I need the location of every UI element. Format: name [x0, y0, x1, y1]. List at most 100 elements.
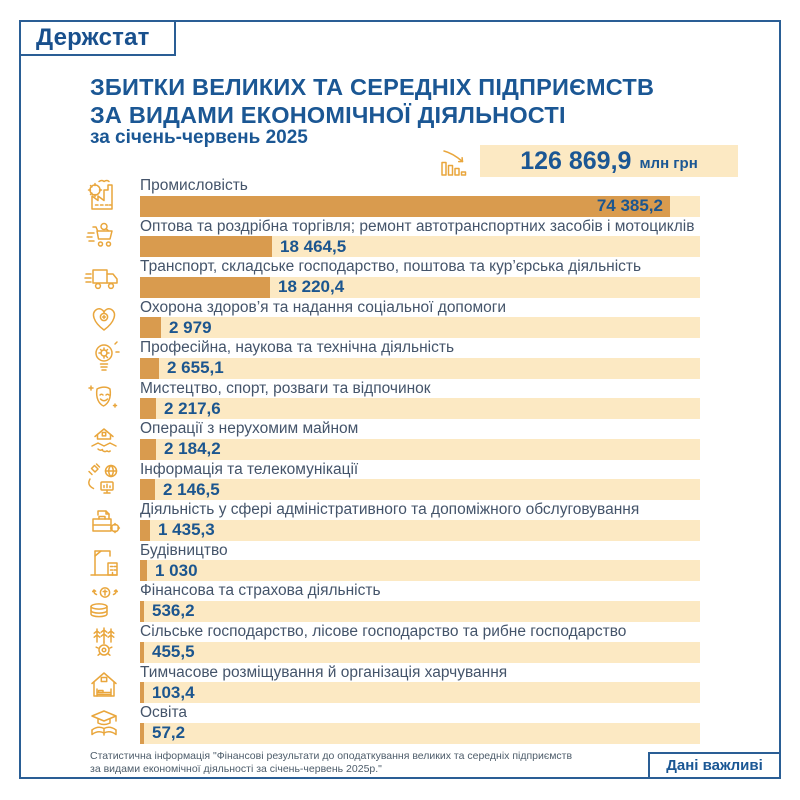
- bar-fill: [140, 438, 156, 460]
- page-title: ЗБИТКИ ВЕЛИКИХ ТА СЕРЕДНІХ ПІДПРИЄМСТВ З…: [90, 73, 654, 129]
- bar-track: 18 220,4: [140, 276, 700, 298]
- bar-chart: Промисловість 74 385,2 Оптова та роздрібна…: [84, 176, 700, 744]
- accommodation-icon: [84, 663, 124, 703]
- bar-value: 18 464,5: [280, 236, 347, 256]
- real-estate-icon: [84, 420, 124, 460]
- bar-value: 2 979: [169, 317, 212, 337]
- source-line-1: Статистична інформація "Фінансові резуль…: [90, 750, 573, 762]
- bar-value: 1 030: [155, 560, 198, 580]
- category-label: Інформація та телекомунікації: [140, 460, 359, 478]
- bar-value: 103,4: [152, 682, 195, 702]
- category-label: Мистецтво, спорт, розваги та відпочинок: [140, 379, 431, 397]
- bar-value: 2 217,6: [164, 398, 221, 418]
- category-label: Тимчасове розміщування й організація хар…: [140, 663, 508, 681]
- bar-fill: [140, 682, 144, 704]
- chart-row: Будівництво 1 030: [84, 541, 700, 582]
- bar-value: 2 655,1: [167, 358, 224, 378]
- bar-value: 536,2: [152, 601, 195, 621]
- bar-fill: [140, 519, 150, 541]
- bar-track: 74 385,2: [140, 195, 700, 217]
- bar-value: 2 146,5: [163, 479, 220, 499]
- category-label: Транспорт, складське господарство, пошто…: [140, 258, 642, 276]
- bar-track: 2 979: [140, 317, 700, 339]
- bar-fill: [140, 276, 270, 298]
- total-loss-value: 126 869,9: [520, 146, 632, 175]
- arts-icon: [84, 379, 124, 419]
- education-icon: [84, 703, 124, 743]
- declining-bar-chart-icon: [436, 145, 474, 178]
- title-line-1: ЗБИТКИ ВЕЛИКИХ ТА СЕРЕДНІХ ПІДПРИЄМСТВ: [90, 74, 655, 100]
- bar-track: 2 655,1: [140, 357, 700, 379]
- chart-row: Фінансова та страхова діяльність 536,2: [84, 581, 700, 622]
- category-label: Промисловість: [140, 177, 248, 194]
- chart-row: Промисловість 74 385,2: [84, 176, 700, 217]
- category-label: Діяльність у сфері адміністративного та …: [140, 501, 640, 519]
- it-telecom-icon: [84, 460, 124, 500]
- total-loss-badge: 126 869,9 млн грн: [480, 145, 738, 177]
- chart-row: Транспорт, складське господарство, пошто…: [84, 257, 700, 298]
- bar-value: 455,5: [152, 642, 195, 662]
- derzhstat-logo: Держстат: [19, 20, 176, 56]
- bar-fill: [140, 722, 144, 744]
- bar-track: 2 146,5: [140, 479, 700, 501]
- bar-fill: [140, 236, 272, 258]
- chart-row: Сільське господарство, лісове господарст…: [84, 622, 700, 663]
- chart-row: Професійна, наукова та технічна діяльніс…: [84, 338, 700, 379]
- bar-fill: [140, 357, 159, 379]
- data-matters-badge: Дані важливі: [648, 752, 781, 779]
- finance-icon: [84, 582, 124, 622]
- chart-row: Тимчасове розміщування й організація хар…: [84, 663, 700, 704]
- source-line-2: за видами економічної діяльності за січе…: [90, 763, 382, 775]
- chart-row: Операції з нерухомим майном 2 184,2: [84, 419, 700, 460]
- bar-value: 2 184,2: [164, 439, 221, 459]
- category-label: Оптова та роздрібна торгівля; ремонт авт…: [140, 217, 695, 235]
- category-label: Освіта: [140, 704, 188, 722]
- bar-track: 1 435,3: [140, 519, 700, 541]
- source-note: Статистична інформація "Фінансові резуль…: [90, 750, 572, 776]
- bar-track: 455,5: [140, 641, 700, 663]
- chart-row: Діяльність у сфері адміністративного та …: [84, 500, 700, 541]
- chart-row: Охорона здоров’я та надання соціальної д…: [84, 298, 700, 339]
- trade-icon: [84, 217, 124, 257]
- bar-track: 2 184,2: [140, 438, 700, 460]
- border-frame: [19, 20, 781, 779]
- chart-row: Інформація та телекомунікації 2 146,5: [84, 460, 700, 501]
- logo-text: Держстат: [36, 24, 150, 51]
- title-line-2: ЗА ВИДАМИ ЕКОНОМІЧНОЇ ДІЯЛЬНОСТІ: [90, 102, 566, 128]
- bar-value: 18 220,4: [278, 277, 345, 297]
- category-label: Фінансова та страхова діяльність: [140, 582, 381, 600]
- data-matters-label: Дані важливі: [666, 757, 763, 774]
- bar-track: 18 464,5: [140, 236, 700, 258]
- bar-fill: [140, 479, 155, 501]
- science-icon: [84, 338, 124, 378]
- bar-fill: [140, 317, 161, 339]
- category-label: Охорона здоров’я та надання соціальної д…: [140, 298, 507, 316]
- chart-row: Освіта 57,2: [84, 703, 700, 744]
- bar-fill: [140, 600, 144, 622]
- bar-value: 74 385,2: [596, 196, 663, 215]
- bar-value: 57,2: [152, 723, 186, 743]
- bar-value: 1 435,3: [158, 520, 215, 540]
- bar-fill: [140, 641, 144, 663]
- category-label: Операції з нерухомим майном: [140, 420, 359, 438]
- health-icon: [84, 298, 124, 338]
- bar-track: 2 217,6: [140, 398, 700, 420]
- category-label: Сільське господарство, лісове господарст…: [140, 623, 627, 641]
- agriculture-icon: [84, 622, 124, 662]
- bar-track: 1 030: [140, 560, 700, 582]
- category-label: Професійна, наукова та технічна діяльніс…: [140, 339, 455, 357]
- category-label: Будівництво: [140, 541, 228, 559]
- bar-track: 536,2: [140, 600, 700, 622]
- bar-track: 57,2: [140, 722, 700, 744]
- total-loss-unit: млн грн: [639, 155, 698, 172]
- bar-fill: [140, 560, 147, 582]
- bar-track: 103,4: [140, 682, 700, 704]
- admin-services-icon: [84, 501, 124, 541]
- chart-row: Оптова та роздрібна торгівля; ремонт авт…: [84, 217, 700, 258]
- industry-icon: [84, 176, 124, 216]
- transport-icon: [84, 257, 124, 297]
- construction-icon: [84, 541, 124, 581]
- bar-fill: [140, 398, 156, 420]
- chart-row: Мистецтво, спорт, розваги та відпочинок 2…: [84, 379, 700, 420]
